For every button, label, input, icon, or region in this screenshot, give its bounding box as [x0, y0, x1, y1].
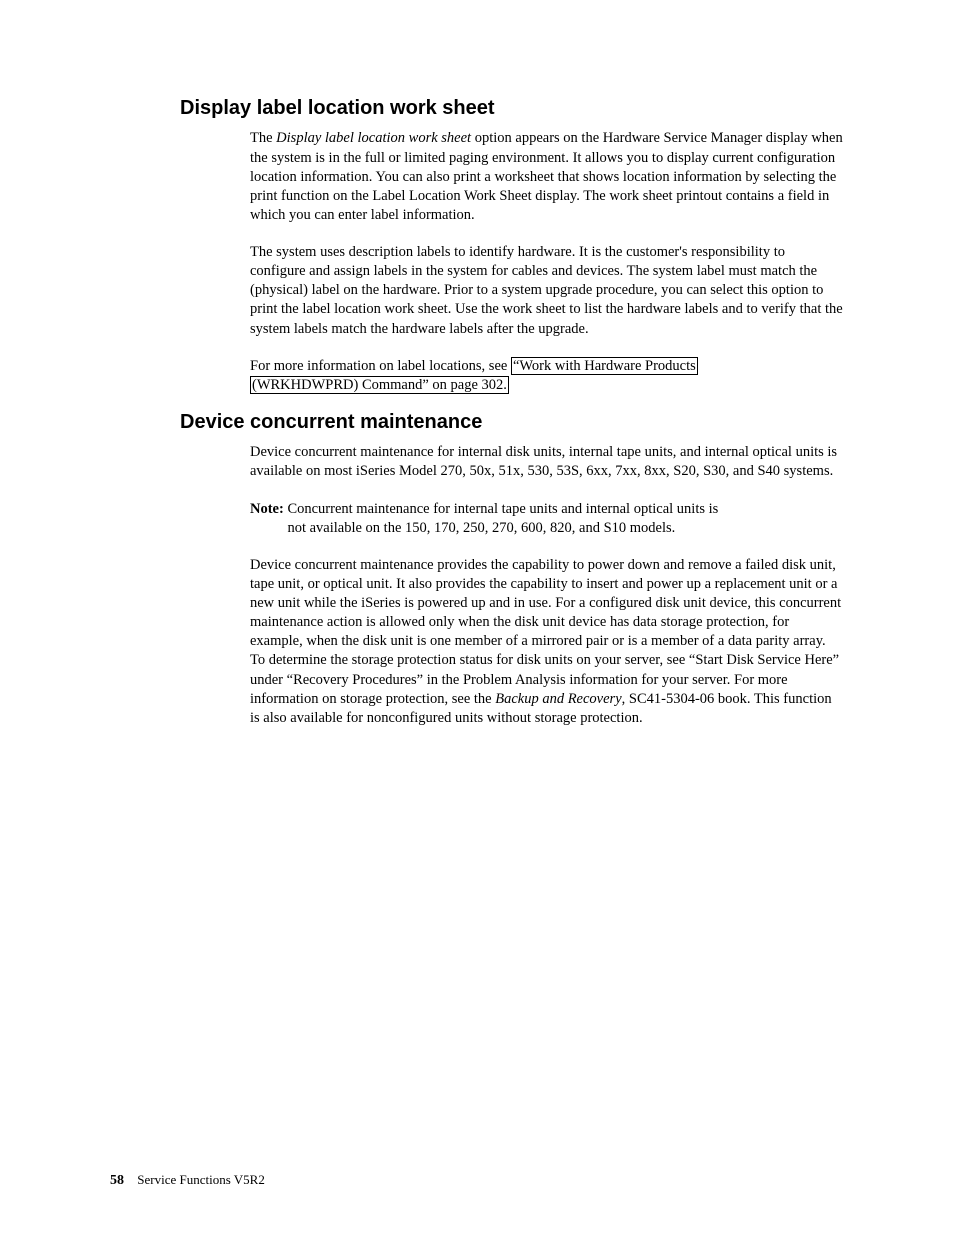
section1-para2: The system uses description labels to id… [250, 243, 844, 339]
section2-para1: Device concurrent maintenance for intern… [250, 443, 844, 481]
note-text-line1: Concurrent maintenance for internal tape… [284, 501, 718, 517]
note-label: Note: [250, 501, 284, 517]
section2-note: Note: Concurrent maintenance for interna… [250, 500, 844, 538]
page-footer: 58 Service Functions V5R2 [110, 1171, 265, 1190]
section1-para1: The Display label location work sheet op… [250, 129, 844, 225]
heading-device-concurrent-maintenance: Device concurrent maintenance [180, 409, 844, 435]
footer-title: Service Functions V5R2 [137, 1172, 265, 1187]
link-work-with-hardware-products-2[interactable]: (WRKHDWPRD) Command” on page 302. [250, 376, 509, 394]
section2-para2-italic: Backup and Recovery [495, 691, 621, 707]
section1-para3: For more information on label locations,… [250, 357, 844, 395]
link-work-with-hardware-products-1[interactable]: “Work with Hardware Products [511, 357, 698, 375]
section2-para2-pre: Device concurrent maintenance provides t… [250, 557, 841, 707]
section1-para3-pre: For more information on label locations,… [250, 358, 511, 374]
page: Display label location work sheet The Di… [0, 0, 954, 1235]
heading-display-label-location: Display label location work sheet [180, 95, 844, 121]
section2-para2: Device concurrent maintenance provides t… [250, 556, 844, 728]
section1-para1-italic: Display label location work sheet [276, 130, 471, 146]
section2-body: Device concurrent maintenance for intern… [250, 443, 844, 728]
page-number: 58 [110, 1173, 124, 1188]
note-text-line2: not available on the 150, 170, 250, 270,… [287, 520, 675, 536]
section1-body: The Display label location work sheet op… [250, 129, 844, 395]
section1-para1-pre: The [250, 130, 276, 146]
